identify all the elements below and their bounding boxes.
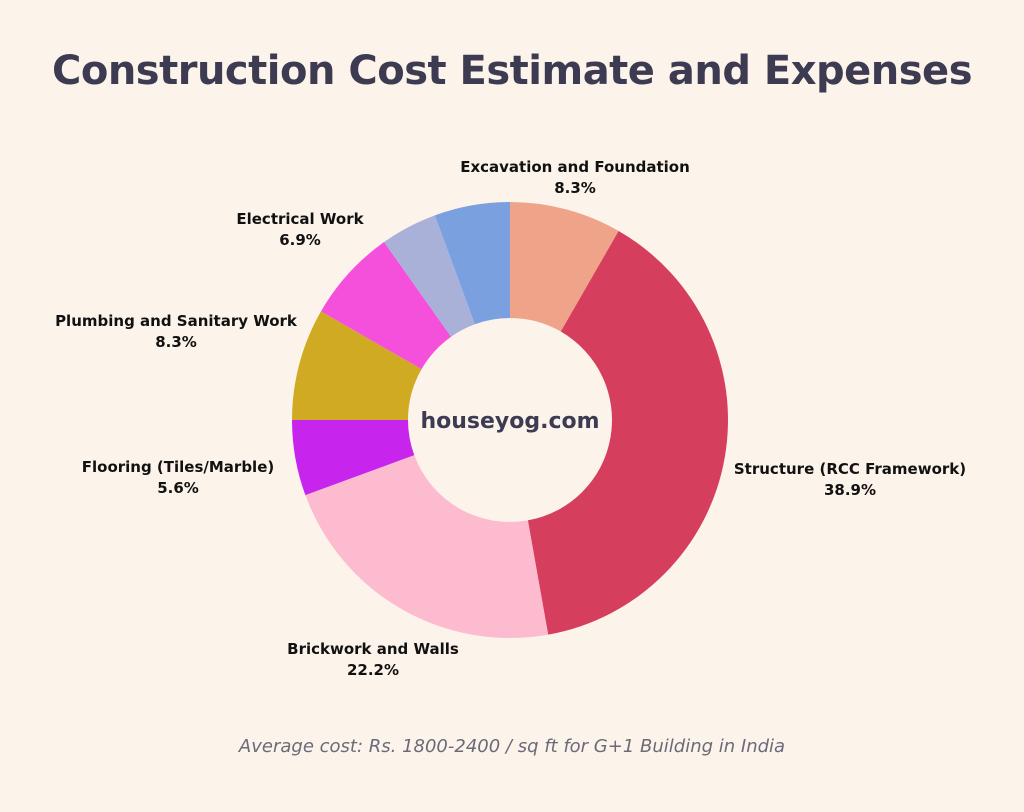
slice-value-label: 8.3% bbox=[155, 333, 197, 351]
donut-slice-flooring-tiles-marble bbox=[292, 420, 415, 496]
slice-value-label: 8.3% bbox=[554, 179, 596, 197]
donut-slice-unlabeled-6 bbox=[384, 215, 475, 337]
donut-slice-plumbing-and-sanitary-work bbox=[292, 311, 422, 420]
donut-slice-excavation-and-foundation bbox=[510, 202, 619, 332]
slice-value-label: 22.2% bbox=[347, 661, 399, 679]
center-watermark: houseyog.com bbox=[420, 409, 599, 434]
slice-label: Plumbing and Sanitary Work bbox=[55, 312, 298, 330]
chart-title: Construction Cost Estimate and Expenses bbox=[51, 48, 973, 94]
slice-label: Flooring (Tiles/Marble) bbox=[82, 458, 274, 476]
slice-label: Electrical Work bbox=[236, 210, 364, 228]
slice-value-label: 38.9% bbox=[824, 481, 876, 499]
footnote: Average cost: Rs. 1800-2400 / sq ft for … bbox=[238, 736, 786, 757]
slice-value-label: 6.9% bbox=[279, 231, 321, 249]
slice-value-label: 5.6% bbox=[157, 479, 199, 497]
donut-slice-electrical-work bbox=[320, 242, 452, 370]
slice-label: Structure (RCC Framework) bbox=[734, 460, 966, 478]
donut-slice-unlabeled-7 bbox=[434, 202, 510, 325]
donut-slice-structure-rcc-framework bbox=[527, 230, 728, 635]
slice-label: Brickwork and Walls bbox=[287, 640, 459, 658]
slice-label: Excavation and Foundation bbox=[460, 158, 690, 176]
donut-slice-brickwork-and-walls bbox=[305, 455, 549, 638]
